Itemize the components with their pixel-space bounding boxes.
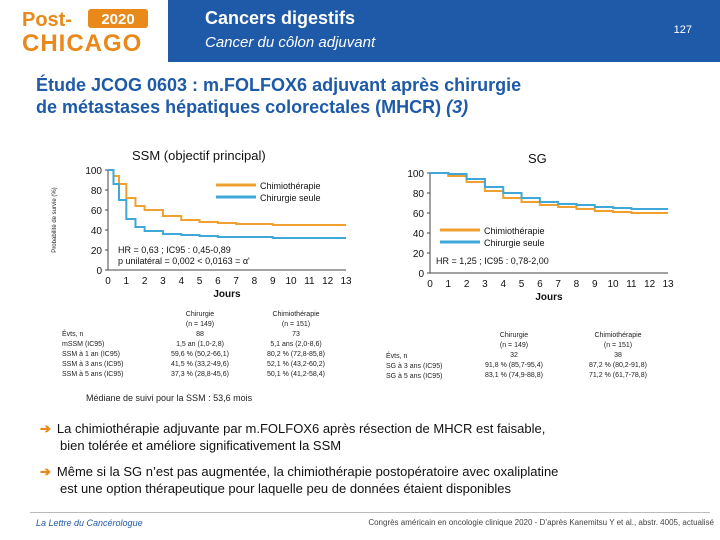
y-tick-label: 40 [91,226,103,237]
x-tick-label: 2 [464,279,470,290]
legend-label: Chirurgie seule [484,238,545,248]
sg-table-surgery: Chirurgie (n = 149) 32 91,8 % (85,7-95,4… [485,332,543,379]
x-tick-label: 11 [304,276,315,287]
y-tick-label: 60 [413,209,425,220]
x-tick-label: 2 [142,276,148,287]
x-tick-label: 6 [537,279,543,290]
logo-post: Post- [22,9,72,31]
x-tick-label: 7 [555,279,561,290]
x-tick-label: 9 [592,279,598,290]
series-line-chemo [108,169,346,226]
header-title: Cancers digestifs [205,8,356,28]
footer-reference: Congrès américain en oncologie clinique … [368,518,714,527]
x-tick-label: 11 [626,279,637,290]
x-axis-label: Jours [535,292,563,303]
x-axis-label: Jours [213,289,241,300]
annotation-line-1: HR = 0,63 ; IC95 : 0,45-0,89 [118,245,231,255]
x-tick-label: 4 [500,279,506,290]
x-tick-label: 13 [662,279,674,290]
post-chicago-logo: Post- 2020 CHICAGO [22,9,148,54]
y-tick-label: 80 [91,186,103,197]
arrow-right-icon: ➔ [40,421,51,436]
x-tick-label: 0 [427,279,433,290]
footer-publication: La Lettre du Cancérologue [36,518,143,528]
x-tick-label: 12 [322,276,334,287]
legend-label: Chimiothérapie [260,181,321,191]
slide-title-ref: (3) [446,97,469,117]
logo-year-badge [88,9,148,28]
page-number: 127 [673,24,692,36]
series-line-surgery [108,169,346,239]
sg-chart-title: SG [528,151,547,166]
arrow-right-icon: ➔ [40,464,51,479]
bullet-2-line2: est une option thérapeutique pour laquel… [60,481,512,496]
y-tick-label: 100 [407,169,424,180]
x-tick-label: 0 [105,276,111,287]
slide-title-line2: de métastases hépatiques colorectales (M… [36,97,442,117]
ssm-table-row-labels: Évts, n mSSM (IC95) SSM à 1 an (IC95) SS… [62,331,124,378]
y-tick-label: 80 [413,189,425,200]
x-tick-label: 8 [574,279,580,290]
slide-title: Étude JCOG 0603 : m.FOLFOX6 adjuvant apr… [36,74,686,118]
y-tick-label: 20 [413,249,425,260]
sg-table-chemo: Chimiothérapie (n = 151) 38 87,2 % (80,2… [589,332,647,379]
x-tick-label: 10 [286,276,298,287]
x-tick-label: 1 [124,276,130,287]
bullet-1: ➔ La chimiothérapie adjuvante par m.FOLFO… [40,420,700,454]
bullet-2-line1: Même si la SG n’est pas augmentée, la ch… [56,464,559,479]
bullet-1-line1: La chimiothérapie adjuvante par m.FOLFOX… [56,421,546,436]
sg-table-row-labels: Évts, n SG à 3 ans (IC95) SG à 5 ans (IC… [386,353,443,380]
x-tick-label: 5 [519,279,525,290]
y-axis-label: Probabilité de survie (%) [52,187,58,252]
annotation-line-2: p unilatéral = 0,002 < 0,0163 = α' [118,256,250,266]
series-line-surgery [430,172,668,210]
logo-year: 2020 [101,11,134,28]
x-tick-label: 3 [160,276,166,287]
logo-chicago: CHICAGO [22,30,142,54]
x-tick-label: 7 [233,276,239,287]
annotation: HR = 1,25 ; IC95 : 0,78-2,00 [436,256,549,266]
x-tick-label: 13 [340,276,352,287]
x-tick-label: 1 [446,279,452,290]
legend-label: Chimiothérapie [484,226,545,236]
x-tick-label: 4 [178,276,184,287]
ssm-table-chemo: Chimiothérapie (n = 151) 73 5,1 ans (2,0… [267,311,325,378]
y-tick-label: 0 [418,269,424,280]
y-tick-label: 20 [91,246,103,257]
legend-label: Chirurgie seule [260,193,321,203]
x-tick-label: 6 [215,276,221,287]
x-tick-label: 3 [482,279,488,290]
ssm-chart-title: SSM (objectif principal) [132,148,266,163]
slide-title-line1: Étude JCOG 0603 : m.FOLFOX6 adjuvant apr… [36,75,522,95]
bullet-1-line2: bien tolérée et améliore significativeme… [60,438,342,453]
y-tick-label: 100 [85,166,102,177]
x-tick-label: 10 [608,279,620,290]
footer-divider [30,512,710,513]
header-subtitle: Cancer du côlon adjuvant [205,34,376,51]
header-bar [168,0,720,62]
x-tick-label: 5 [197,276,203,287]
y-tick-label: 0 [96,266,102,277]
ssm-table-surgery: Chirurgie (n = 149) 88 1,5 an (1,0-2,8) … [171,311,229,378]
y-tick-label: 60 [91,206,103,217]
bullet-2: ➔ Même si la SG n’est pas augmentée, la c… [40,463,700,497]
series-line-chemo [430,172,668,214]
y-tick-label: 40 [413,229,425,240]
x-tick-label: 9 [270,276,276,287]
x-tick-label: 8 [252,276,258,287]
follow-up-note: Médiane de suivi pour la SSM : 53,6 mois [86,393,253,403]
x-tick-label: 12 [644,279,656,290]
